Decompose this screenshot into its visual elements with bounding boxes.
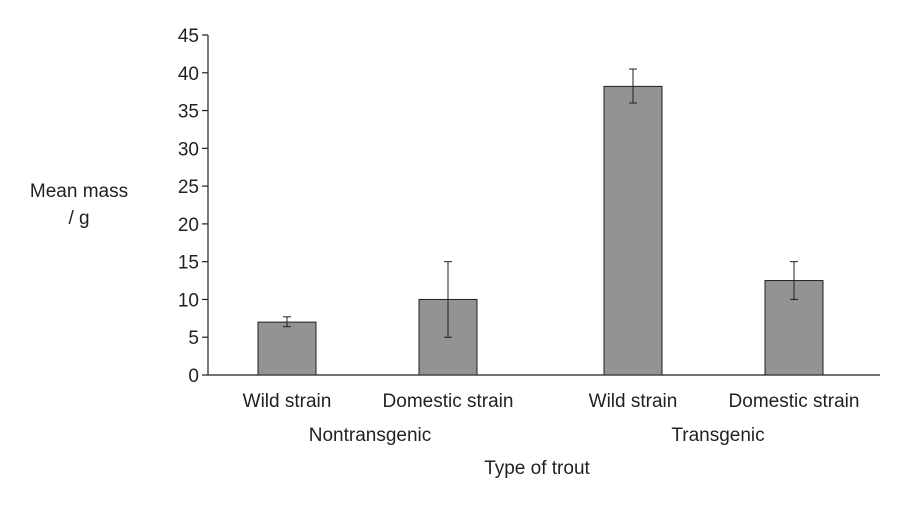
y-axis-label-line-1: Mean mass	[29, 181, 129, 202]
x-axis-label: Type of trout	[484, 458, 590, 479]
error-bar	[790, 261, 798, 300]
y-tick-label: 30	[178, 139, 199, 160]
category-label: Domestic strain	[383, 391, 514, 412]
category-label: Wild strain	[243, 391, 332, 412]
error-bar	[283, 316, 291, 328]
y-axis-label-line-2: / g	[68, 208, 90, 229]
y-tick-label: 10	[178, 290, 199, 311]
y-tick-label: 20	[178, 215, 199, 236]
y-tick-label: 25	[178, 177, 199, 198]
y-tick-label: 0	[188, 366, 199, 387]
error-bars	[283, 68, 798, 338]
group-label: Transgenic	[671, 425, 764, 446]
bar	[257, 321, 317, 376]
group-label: Nontransgenic	[309, 425, 432, 446]
y-tick-label: 15	[178, 253, 199, 274]
category-label: Wild strain	[589, 391, 678, 412]
y-tick-label: 35	[178, 102, 199, 123]
y-tick-label: 5	[188, 328, 199, 349]
y-axis-label: Mean mass / g	[0, 178, 158, 232]
y-tick-label: 40	[178, 64, 199, 85]
y-tick-label: 45	[178, 26, 199, 47]
y-axis: 0 5 10 15 20 25 30 35 40 45	[178, 26, 209, 387]
error-bar	[629, 68, 637, 104]
bars	[257, 85, 824, 376]
error-bar	[444, 261, 452, 338]
category-label: Domestic strain	[729, 391, 860, 412]
bar	[603, 85, 663, 376]
category-labels: Wild strain Domestic strain Wild strain Dom…	[243, 391, 860, 446]
